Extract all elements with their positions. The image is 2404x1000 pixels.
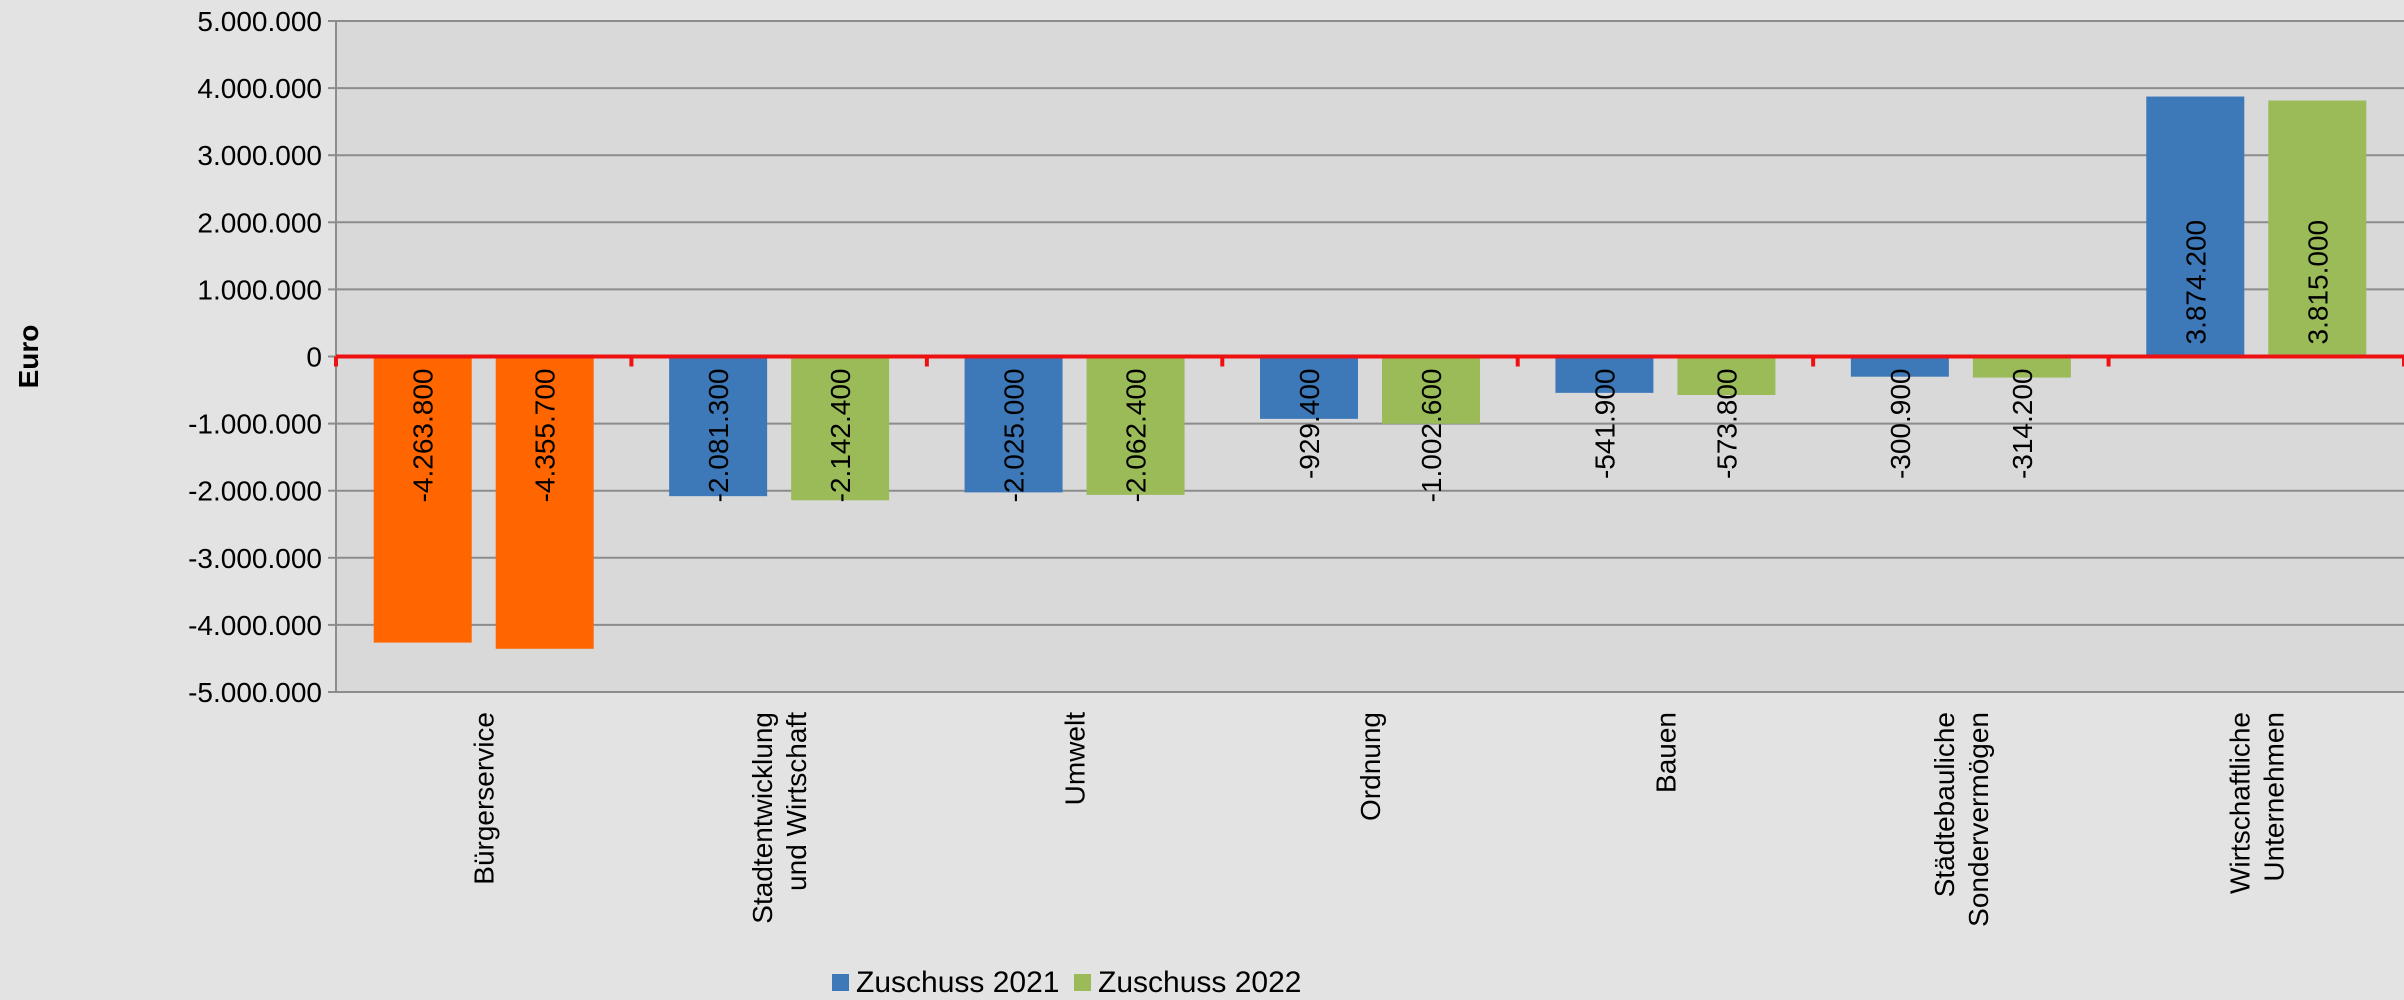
data-label: 3.815.000	[2302, 220, 2333, 345]
category-label: Ordnung	[1355, 712, 1386, 821]
category-label: Städtebauliche	[1929, 712, 1960, 897]
category-labels: Bürgerservice Stadtentwicklung und Wirtsch…	[469, 712, 2290, 927]
bar-zuschuss-2021	[964, 356, 1063, 493]
data-label: -4.263.800	[408, 369, 439, 503]
bar-zuschuss-2021	[2146, 96, 2245, 357]
bar-zuschuss-2022	[2268, 100, 2367, 357]
data-label: -541.900	[1589, 369, 1620, 480]
y-tick-label: 0	[306, 342, 322, 373]
data-label: -2.062.400	[1121, 369, 1152, 503]
y-tick-label: -5.000.000	[188, 677, 322, 708]
bar-zuschuss-2021	[1555, 356, 1654, 393]
data-label: -573.800	[1711, 369, 1742, 480]
y-axis-ticks: 5.000.000 4.000.000 3.000.000 2.000.000 1.00…	[188, 6, 322, 708]
y-tick-label: -1.000.000	[188, 409, 322, 440]
bar-zuschuss-2022	[1086, 356, 1185, 495]
category-label: Umwelt	[1060, 712, 1091, 806]
category-label: und Wirtschaft	[781, 712, 812, 891]
y-axis-label: Euro	[13, 325, 44, 389]
legend-label: Zuschuss 2022	[1098, 966, 1301, 999]
bar-zuschuss-2021	[669, 356, 768, 497]
category-label: Stadtentwicklung	[747, 712, 778, 924]
data-label: 3.874.200	[2180, 220, 2211, 345]
bar-zuschuss-2022	[1382, 356, 1480, 424]
data-label: -2.142.400	[825, 369, 856, 503]
data-label: -300.900	[1885, 369, 1916, 480]
bars	[373, 96, 2367, 649]
data-label: -929.400	[1294, 369, 1325, 480]
bar-zuschuss-2021	[1850, 356, 1949, 377]
y-tick-label: -3.000.000	[188, 543, 322, 574]
zero-line	[334, 354, 2404, 367]
legend-swatch	[832, 974, 849, 991]
bar-zuschuss-2021	[373, 356, 472, 643]
gridlines	[328, 20, 2404, 693]
legend-swatch	[1074, 974, 1091, 991]
legend-label: Zuschuss 2021	[856, 966, 1059, 999]
y-tick-label: 4.000.000	[197, 73, 322, 104]
category-label: Bauen	[1650, 712, 1681, 793]
y-tick-label: 3.000.000	[197, 140, 322, 171]
y-tick-label: -4.000.000	[188, 610, 322, 641]
y-tick-label: 5.000.000	[197, 6, 322, 37]
bar-zuschuss-2022	[495, 356, 594, 649]
y-tick-label: 1.000.000	[197, 274, 322, 305]
category-label: Sondervermögen	[1963, 712, 1994, 927]
bar-zuschuss-2021	[1260, 356, 1358, 419]
category-label: Bürgerservice	[469, 712, 500, 885]
legend: Zuschuss 2021 Zuschuss 2022	[832, 966, 1301, 999]
category-label: Unternehmen	[2258, 712, 2289, 882]
y-tick-label: 2.000.000	[197, 207, 322, 238]
bar-zuschuss-2022	[1972, 356, 2071, 378]
data-label: -2.081.300	[703, 369, 734, 503]
y-tick-label: -2.000.000	[188, 476, 322, 507]
data-label: -1.002.600	[1416, 369, 1447, 503]
data-labels: -4.263.800 -4.355.700 -2.081.300 -2.142.400…	[408, 220, 2334, 502]
data-label: -4.355.700	[530, 369, 561, 503]
bar-zuschuss-2022	[791, 356, 890, 501]
data-label: -314.200	[2007, 369, 2038, 480]
bar-zuschuss-2022	[1677, 356, 1776, 396]
data-label: -2.025.000	[999, 369, 1030, 503]
category-label: Wirtschaftliche	[2224, 712, 2255, 894]
